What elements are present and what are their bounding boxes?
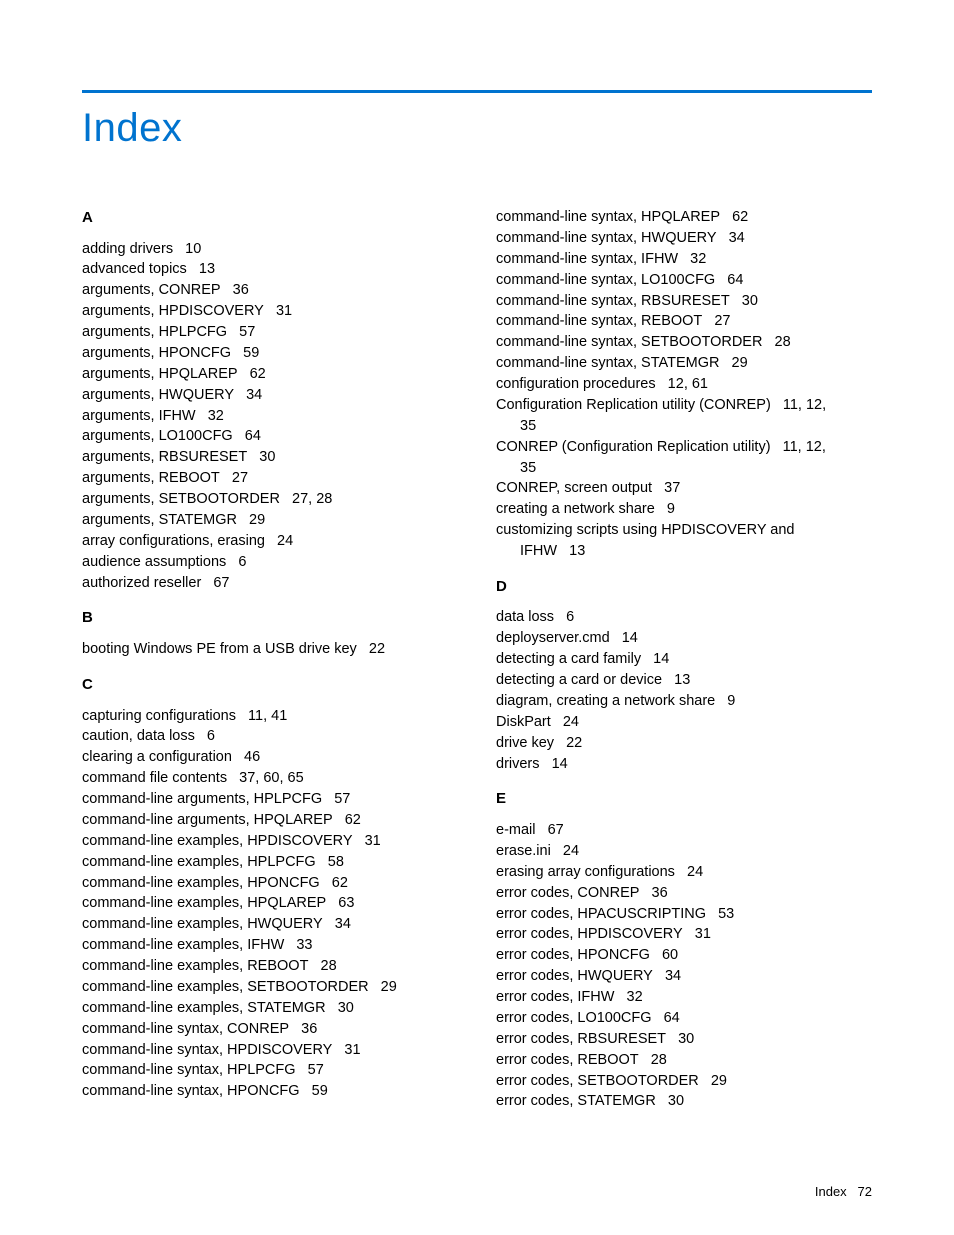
index-entry: arguments, RBSURESET 30	[82, 447, 458, 468]
index-entry: command-line syntax, RBSURESET 30	[496, 291, 872, 312]
index-entry: arguments, REBOOT 27	[82, 468, 458, 489]
index-entry: arguments, SETBOOTORDER 27, 28	[82, 489, 458, 510]
index-entry: arguments, HPQLAREP 62	[82, 364, 458, 385]
index-entry: Configuration Replication utility (CONRE…	[496, 395, 872, 437]
index-entry: configuration procedures 12, 61	[496, 374, 872, 395]
section-head-c: C	[82, 674, 458, 696]
index-entry: CONREP (Configuration Replication utilit…	[496, 437, 872, 479]
index-entry: array configurations, erasing 24	[82, 531, 458, 552]
index-entry-line: customizing scripts using HPDISCOVERY an…	[496, 522, 794, 538]
index-entry: drivers 14	[496, 754, 872, 775]
index-entry: arguments, HPONCFG 59	[82, 343, 458, 364]
column-left: A adding drivers 10 advanced topics 13 a…	[82, 207, 458, 1112]
index-entry: command-line examples, SETBOOTORDER 29	[82, 977, 458, 998]
page-title: Index	[82, 106, 872, 151]
page-footer: Index 72	[815, 1184, 872, 1199]
index-entry: error codes, HPACUSCRIPTING 53	[496, 904, 872, 925]
index-entry: command-line syntax, SETBOOTORDER 28	[496, 332, 872, 353]
index-entry: data loss 6	[496, 607, 872, 628]
index-entry: arguments, CONREP 36	[82, 280, 458, 301]
section-head-e: E	[496, 788, 872, 810]
index-entry: advanced topics 13	[82, 259, 458, 280]
section-head-b: B	[82, 607, 458, 629]
index-entry: command-line examples, HPONCFG 62	[82, 873, 458, 894]
top-rule	[82, 90, 872, 93]
index-entry: erase.ini 24	[496, 841, 872, 862]
index-entry: arguments, HWQUERY 34	[82, 385, 458, 406]
footer-page: 72	[858, 1184, 872, 1199]
index-entry: command-line syntax, REBOOT 27	[496, 311, 872, 332]
index-entry: e-mail 67	[496, 820, 872, 841]
index-entry: detecting a card family 14	[496, 649, 872, 670]
index-entry: arguments, HPDISCOVERY 31	[82, 301, 458, 322]
index-entry: error codes, STATEMGR 30	[496, 1091, 872, 1112]
index-entry: DiskPart 24	[496, 712, 872, 733]
index-entry: error codes, CONREP 36	[496, 883, 872, 904]
index-entry-line: CONREP (Configuration Replication utilit…	[496, 439, 826, 455]
index-entry: error codes, HPDISCOVERY 31	[496, 924, 872, 945]
index-entry: arguments, STATEMGR 29	[82, 510, 458, 531]
index-entry: diagram, creating a network share 9	[496, 691, 872, 712]
index-entry: error codes, REBOOT 28	[496, 1050, 872, 1071]
index-entry: drive key 22	[496, 733, 872, 754]
index-entry: command-line syntax, HPQLAREP 62	[496, 207, 872, 228]
index-entry: detecting a card or device 13	[496, 670, 872, 691]
index-entry: command-line examples, HPDISCOVERY 31	[82, 831, 458, 852]
section-head-d: D	[496, 576, 872, 598]
section-head-a: A	[82, 207, 458, 229]
index-entry: error codes, HPONCFG 60	[496, 945, 872, 966]
index-columns: A adding drivers 10 advanced topics 13 a…	[82, 207, 872, 1112]
index-entry: deployserver.cmd 14	[496, 628, 872, 649]
index-entry: error codes, HWQUERY 34	[496, 966, 872, 987]
index-entry: authorized reseller 67	[82, 573, 458, 594]
index-entry: arguments, IFHW 32	[82, 406, 458, 427]
index-entry: command-line syntax, CONREP 36	[82, 1019, 458, 1040]
index-entry: error codes, RBSURESET 30	[496, 1029, 872, 1050]
index-entry: error codes, SETBOOTORDER 29	[496, 1071, 872, 1092]
index-entry: customizing scripts using HPDISCOVERY an…	[496, 520, 872, 562]
index-entry: command-line syntax, HPDISCOVERY 31	[82, 1040, 458, 1061]
index-entry: CONREP, screen output 37	[496, 478, 872, 499]
index-entry: audience assumptions 6	[82, 552, 458, 573]
index-entry: error codes, LO100CFG 64	[496, 1008, 872, 1029]
index-entry: command-line examples, IFHW 33	[82, 935, 458, 956]
column-right: command-line syntax, HPQLAREP 62 command…	[496, 207, 872, 1112]
index-entry: arguments, LO100CFG 64	[82, 426, 458, 447]
index-entry-wrap: 35	[496, 458, 872, 479]
index-entry: command-line examples, HWQUERY 34	[82, 914, 458, 935]
index-entry: command-line examples, REBOOT 28	[82, 956, 458, 977]
index-entry: command file contents 37, 60, 65	[82, 768, 458, 789]
index-entry: erasing array configurations 24	[496, 862, 872, 883]
index-entry: command-line syntax, HPLPCFG 57	[82, 1060, 458, 1081]
index-entry: command-line examples, HPLPCFG 58	[82, 852, 458, 873]
index-entry-line: Configuration Replication utility (CONRE…	[496, 397, 826, 413]
index-entry: command-line syntax, STATEMGR 29	[496, 353, 872, 374]
footer-label: Index	[815, 1184, 847, 1199]
index-entry: command-line arguments, HPQLAREP 62	[82, 810, 458, 831]
index-entry: arguments, HPLPCFG 57	[82, 322, 458, 343]
index-entry: command-line arguments, HPLPCFG 57	[82, 789, 458, 810]
index-entry: caution, data loss 6	[82, 726, 458, 747]
index-entry: command-line examples, HPQLAREP 63	[82, 893, 458, 914]
index-entry-wrap: IFHW 13	[496, 541, 872, 562]
index-entry: error codes, IFHW 32	[496, 987, 872, 1008]
index-entry: command-line syntax, HPONCFG 59	[82, 1081, 458, 1102]
index-entry: clearing a configuration 46	[82, 747, 458, 768]
index-entry: capturing configurations 11, 41	[82, 706, 458, 727]
index-entry-wrap: 35	[496, 416, 872, 437]
index-entry: creating a network share 9	[496, 499, 872, 520]
index-entry: command-line syntax, HWQUERY 34	[496, 228, 872, 249]
index-entry: command-line examples, STATEMGR 30	[82, 998, 458, 1019]
index-entry: command-line syntax, LO100CFG 64	[496, 270, 872, 291]
index-entry: command-line syntax, IFHW 32	[496, 249, 872, 270]
index-entry: adding drivers 10	[82, 239, 458, 260]
index-entry: booting Windows PE from a USB drive key …	[82, 639, 458, 660]
